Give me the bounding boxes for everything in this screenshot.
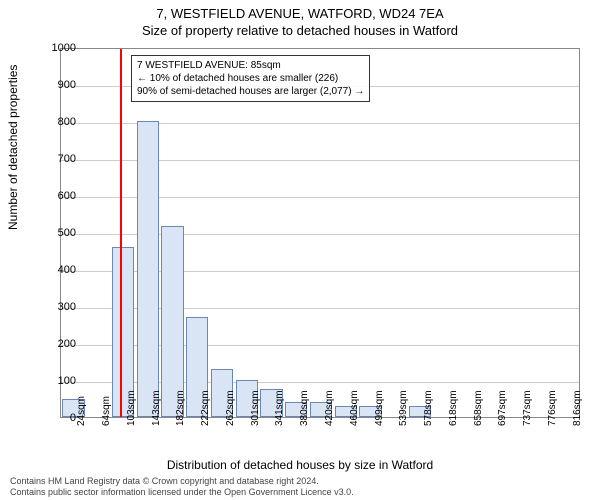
- x-tick-label: 420sqm: [324, 390, 335, 426]
- x-tick-label: 460sqm: [349, 390, 360, 426]
- annotation-line: 90% of semi-detached houses are larger (…: [137, 85, 364, 98]
- y-tick-label: 0: [40, 412, 76, 424]
- y-tick-label: 900: [40, 79, 76, 91]
- chart-title: 7, WESTFIELD AVENUE, WATFORD, WD24 7EA: [0, 0, 600, 21]
- y-axis-label: Number of detached properties: [6, 65, 20, 230]
- histogram-bar: [161, 226, 183, 417]
- footer-attribution: Contains HM Land Registry data © Crown c…: [10, 476, 354, 498]
- x-tick-label: 64sqm: [101, 396, 112, 426]
- x-tick-label: 737sqm: [522, 390, 533, 426]
- x-tick-label: 222sqm: [200, 390, 211, 426]
- x-tick-label: 301sqm: [250, 390, 261, 426]
- y-tick-label: 400: [40, 264, 76, 276]
- y-tick-label: 600: [40, 190, 76, 202]
- x-tick-label: 103sqm: [126, 390, 137, 426]
- footer-line-1: Contains HM Land Registry data © Crown c…: [10, 476, 354, 487]
- x-tick-label: 776sqm: [547, 390, 558, 426]
- x-tick-label: 499sqm: [374, 390, 385, 426]
- annotation-box: 7 WESTFIELD AVENUE: 85sqm← 10% of detach…: [131, 55, 370, 102]
- y-tick-label: 1000: [40, 42, 76, 54]
- x-tick-label: 816sqm: [572, 390, 583, 426]
- histogram-bar: [137, 121, 159, 417]
- x-tick-label: 697sqm: [497, 390, 508, 426]
- y-tick-label: 100: [40, 375, 76, 387]
- x-tick-label: 658sqm: [473, 390, 484, 426]
- annotation-line: 7 WESTFIELD AVENUE: 85sqm: [137, 59, 364, 72]
- annotation-line: ← 10% of detached houses are smaller (22…: [137, 72, 364, 85]
- x-tick-label: 262sqm: [225, 390, 236, 426]
- x-tick-label: 143sqm: [151, 390, 162, 426]
- x-tick-label: 24sqm: [76, 396, 87, 426]
- y-tick-label: 500: [40, 227, 76, 239]
- x-tick-label: 618sqm: [448, 390, 459, 426]
- x-axis-label: Distribution of detached houses by size …: [0, 458, 600, 472]
- y-tick-label: 700: [40, 153, 76, 165]
- x-tick-label: 182sqm: [175, 390, 186, 426]
- y-tick-label: 300: [40, 301, 76, 313]
- x-tick-label: 380sqm: [299, 390, 310, 426]
- x-tick-label: 578sqm: [423, 390, 434, 426]
- y-tick-label: 800: [40, 116, 76, 128]
- reference-line: [120, 49, 122, 417]
- chart-plot-area: 7 WESTFIELD AVENUE: 85sqm← 10% of detach…: [60, 48, 580, 418]
- footer-line-2: Contains public sector information licen…: [10, 487, 354, 498]
- x-tick-label: 539sqm: [398, 390, 409, 426]
- chart-subtitle: Size of property relative to detached ho…: [0, 21, 600, 38]
- x-tick-label: 341sqm: [274, 390, 285, 426]
- y-tick-label: 200: [40, 338, 76, 350]
